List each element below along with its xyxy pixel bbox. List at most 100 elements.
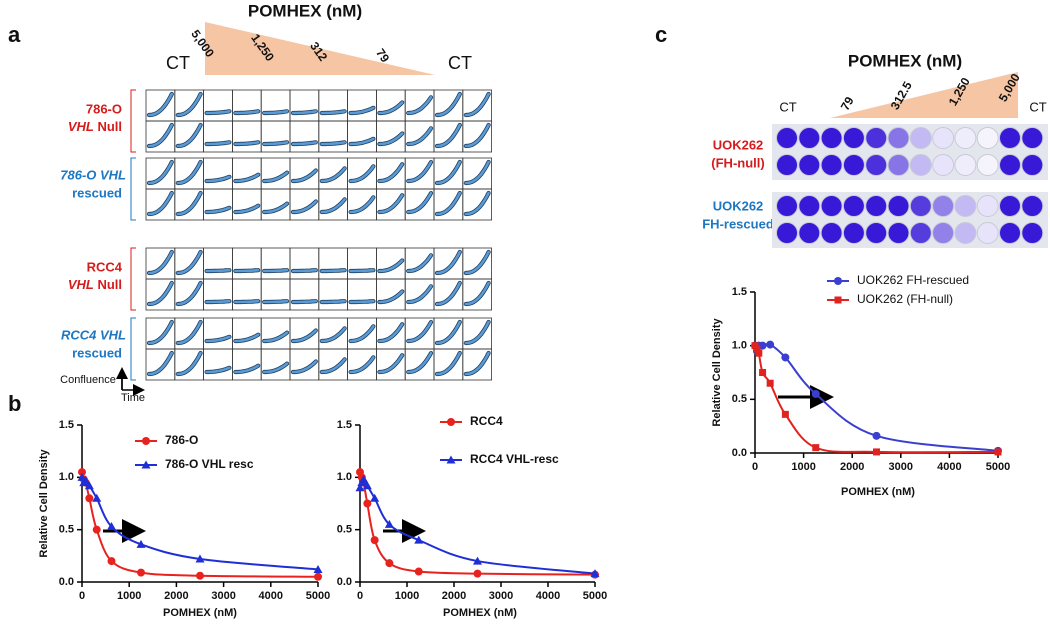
thumb-frame xyxy=(289,120,320,153)
thumb-frame xyxy=(203,317,233,350)
well xyxy=(909,222,932,244)
x-tick-label: 2000 xyxy=(840,461,864,473)
growth-curve xyxy=(176,351,202,376)
x-axis-label: POMHEX (nM) xyxy=(443,607,517,619)
panel-c-title: POMHEX (nM) xyxy=(848,51,962,70)
x-axis-label: POMHEX (nM) xyxy=(841,486,915,498)
bracket xyxy=(130,247,136,311)
well xyxy=(909,154,932,176)
growth-curve xyxy=(435,160,462,185)
growth-curve xyxy=(349,196,375,214)
growth-curve xyxy=(291,141,318,146)
marker xyxy=(362,481,372,490)
thumb-frame xyxy=(318,247,348,280)
well xyxy=(976,195,999,217)
growth-curve xyxy=(176,250,202,275)
well xyxy=(932,222,955,244)
thumb-frame xyxy=(289,278,320,311)
well xyxy=(887,154,910,176)
well xyxy=(954,154,977,176)
thumb-frame xyxy=(203,157,233,190)
growth-curve xyxy=(234,141,260,146)
marker xyxy=(812,444,820,452)
bracket xyxy=(130,317,136,381)
growth-curve xyxy=(378,259,404,273)
well xyxy=(887,195,910,217)
growth-curve xyxy=(205,141,231,146)
growth-curve xyxy=(262,331,289,343)
well xyxy=(1021,222,1044,244)
marker xyxy=(811,389,820,398)
growth-curve xyxy=(147,281,174,306)
growth-curve xyxy=(291,110,318,115)
growth-curve xyxy=(406,160,433,183)
well xyxy=(865,222,888,244)
growth-curve xyxy=(435,123,462,148)
growth-curve xyxy=(349,299,375,304)
well-plate xyxy=(772,124,1048,248)
thumb-frame xyxy=(404,120,435,153)
y-tick-label: 1.5 xyxy=(337,419,352,431)
thumb-frame xyxy=(404,247,435,280)
growth-curve xyxy=(205,366,231,374)
legend-label: RCC4 VHL-resc xyxy=(470,452,559,466)
y-tick-label: 1.0 xyxy=(732,340,747,352)
x-tick-label: 1000 xyxy=(395,590,419,602)
y-axis-label: Relative Cell Density xyxy=(711,318,723,427)
marker xyxy=(766,379,774,387)
growth-curve xyxy=(406,351,433,374)
thumb-frame xyxy=(203,278,233,311)
legend-marker xyxy=(834,277,842,285)
row-label: rescued xyxy=(72,185,122,200)
growth-curve xyxy=(147,351,174,376)
growth-curve xyxy=(262,299,289,304)
marker xyxy=(78,468,86,477)
legend-marker xyxy=(447,418,455,426)
row-label: 786-O VHL xyxy=(60,167,126,182)
thumb-frame xyxy=(260,120,291,153)
growth-curve xyxy=(435,351,462,376)
growth-curve xyxy=(291,329,318,343)
growth-curve xyxy=(435,191,462,216)
x-tick-label: 3000 xyxy=(489,590,513,602)
growth-curve xyxy=(378,322,404,343)
x-tick-label: 4000 xyxy=(937,461,961,473)
well xyxy=(932,127,955,149)
ct-label: CT xyxy=(1029,99,1046,114)
growth-curve xyxy=(205,206,231,214)
growth-curve xyxy=(378,132,404,146)
legend-marker xyxy=(142,437,150,445)
row-label: (FH-null) xyxy=(711,155,764,170)
growth-curve xyxy=(147,160,174,185)
well xyxy=(999,222,1021,244)
well xyxy=(842,222,865,244)
bracket xyxy=(130,157,136,221)
well xyxy=(798,195,821,217)
marker xyxy=(414,535,424,544)
thumb-frame xyxy=(347,157,377,190)
growth-curve xyxy=(262,110,289,115)
growth-curve xyxy=(291,268,318,273)
marker xyxy=(85,494,94,503)
growth-curve xyxy=(320,110,346,115)
thumb-frame xyxy=(318,157,348,190)
well xyxy=(932,154,955,176)
marker xyxy=(414,567,423,576)
marker xyxy=(781,353,790,362)
y-tick-label: 1.5 xyxy=(59,419,74,431)
thumb-frame xyxy=(231,120,262,153)
y-tick-label: 1.0 xyxy=(59,471,74,483)
marker xyxy=(81,475,91,484)
growth-curve xyxy=(406,191,433,214)
growth-curve xyxy=(349,356,375,374)
marker xyxy=(873,448,880,456)
growth-curve xyxy=(349,137,375,146)
well xyxy=(954,195,977,217)
growth-curve xyxy=(406,285,433,304)
legend-label: UOK262 FH-rescued xyxy=(857,273,969,287)
marker xyxy=(755,349,763,357)
well xyxy=(798,154,821,176)
y-tick-label: 1.0 xyxy=(337,471,352,483)
marker xyxy=(313,564,323,573)
